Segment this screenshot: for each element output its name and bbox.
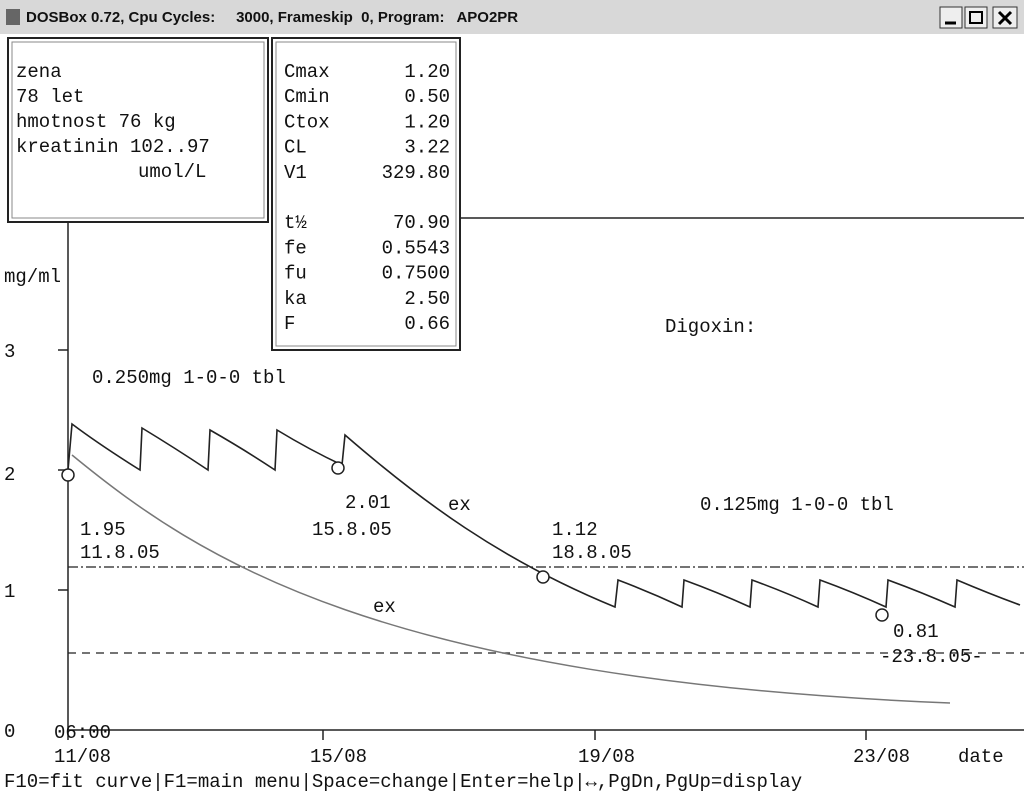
patient-info: umol/L bbox=[138, 161, 206, 183]
parameter-name: CL bbox=[284, 137, 307, 159]
patient-info: kreatinin 102..97 bbox=[16, 136, 210, 158]
y-label: 0 bbox=[4, 721, 15, 743]
measurement-date: 15.8.05 bbox=[312, 519, 392, 541]
parameter-value: 1.20 bbox=[404, 61, 450, 83]
y-label: 3 bbox=[4, 341, 15, 363]
measurement-value: 2.01 bbox=[345, 492, 391, 514]
parameter-name: t½ bbox=[284, 212, 307, 234]
window-title: DOSBox 0.72, Cpu Cycles: 3000, Frameskip… bbox=[26, 9, 518, 26]
x-label: 23/08 bbox=[853, 746, 910, 768]
y-unit: mg/ml bbox=[4, 266, 61, 288]
parameter-name: V1 bbox=[284, 162, 307, 184]
patient-info: 78 let bbox=[16, 86, 84, 108]
measurement-point bbox=[536, 570, 550, 584]
measurement-date: 11.8.05 bbox=[80, 542, 160, 564]
parameter-value: 70.90 bbox=[393, 212, 450, 234]
parameter-name: Ctox bbox=[284, 111, 330, 133]
measurement-point bbox=[61, 468, 75, 482]
parameter-value: 0.50 bbox=[404, 86, 450, 108]
concentration-curve bbox=[67, 422, 1021, 609]
measurement-value: 0.81 bbox=[893, 621, 939, 643]
measurement-value: 1.95 bbox=[80, 519, 126, 541]
patient-info: zena bbox=[16, 61, 62, 83]
x-time: 06:00 bbox=[54, 722, 111, 744]
x-label: 15/08 bbox=[310, 746, 367, 768]
ex-label: ex bbox=[373, 596, 396, 618]
parameter-name: Cmin bbox=[284, 86, 330, 108]
dose-label: 0.250mg 1-0-0 tbl bbox=[92, 367, 286, 389]
patient-panel bbox=[7, 37, 269, 223]
parameter-name: Cmax bbox=[284, 61, 330, 83]
patient-info: hmotnost 76 kg bbox=[16, 111, 176, 133]
measurement-point bbox=[875, 608, 889, 622]
measurement-point bbox=[331, 461, 345, 475]
parameter-value: 3.22 bbox=[404, 137, 450, 159]
title-bar bbox=[0, 0, 1024, 34]
minimize-button[interactable] bbox=[939, 6, 963, 29]
drug-name: Digoxin: bbox=[665, 316, 756, 338]
measurement-date: -23.8.05- bbox=[880, 646, 983, 668]
parameters-panel bbox=[271, 37, 461, 351]
dose-label: 0.125mg 1-0-0 tbl bbox=[700, 494, 894, 516]
maximize-button[interactable] bbox=[964, 6, 988, 29]
parameter-value: 0.66 bbox=[404, 313, 450, 335]
parameter-name: F bbox=[284, 313, 295, 335]
x-label: 11/08 bbox=[54, 746, 111, 768]
parameter-value: 2.50 bbox=[404, 288, 450, 310]
y-label: 2 bbox=[4, 464, 15, 486]
y-label: 1 bbox=[4, 581, 15, 603]
parameter-value: 0.5543 bbox=[382, 237, 450, 259]
parameter-value: 329.80 bbox=[382, 162, 450, 184]
parameter-name: fe bbox=[284, 237, 307, 259]
reference-curve bbox=[71, 454, 951, 704]
measurement-value: 1.12 bbox=[552, 519, 598, 541]
window-controls[interactable] bbox=[939, 6, 1018, 29]
ex-label: ex bbox=[448, 494, 471, 516]
parameter-name: fu bbox=[284, 263, 307, 285]
x-unit: date bbox=[958, 746, 1004, 768]
x-label: 19/08 bbox=[578, 746, 635, 768]
app-icon bbox=[6, 9, 20, 25]
parameter-value: 0.7500 bbox=[382, 263, 450, 285]
measurement-date: 18.8.05 bbox=[552, 542, 632, 564]
parameter-value: 1.20 bbox=[404, 111, 450, 133]
menu-bar: F10=fit curve|F1=main menu|Space=change|… bbox=[4, 771, 802, 793]
parameter-name: ka bbox=[284, 288, 307, 310]
